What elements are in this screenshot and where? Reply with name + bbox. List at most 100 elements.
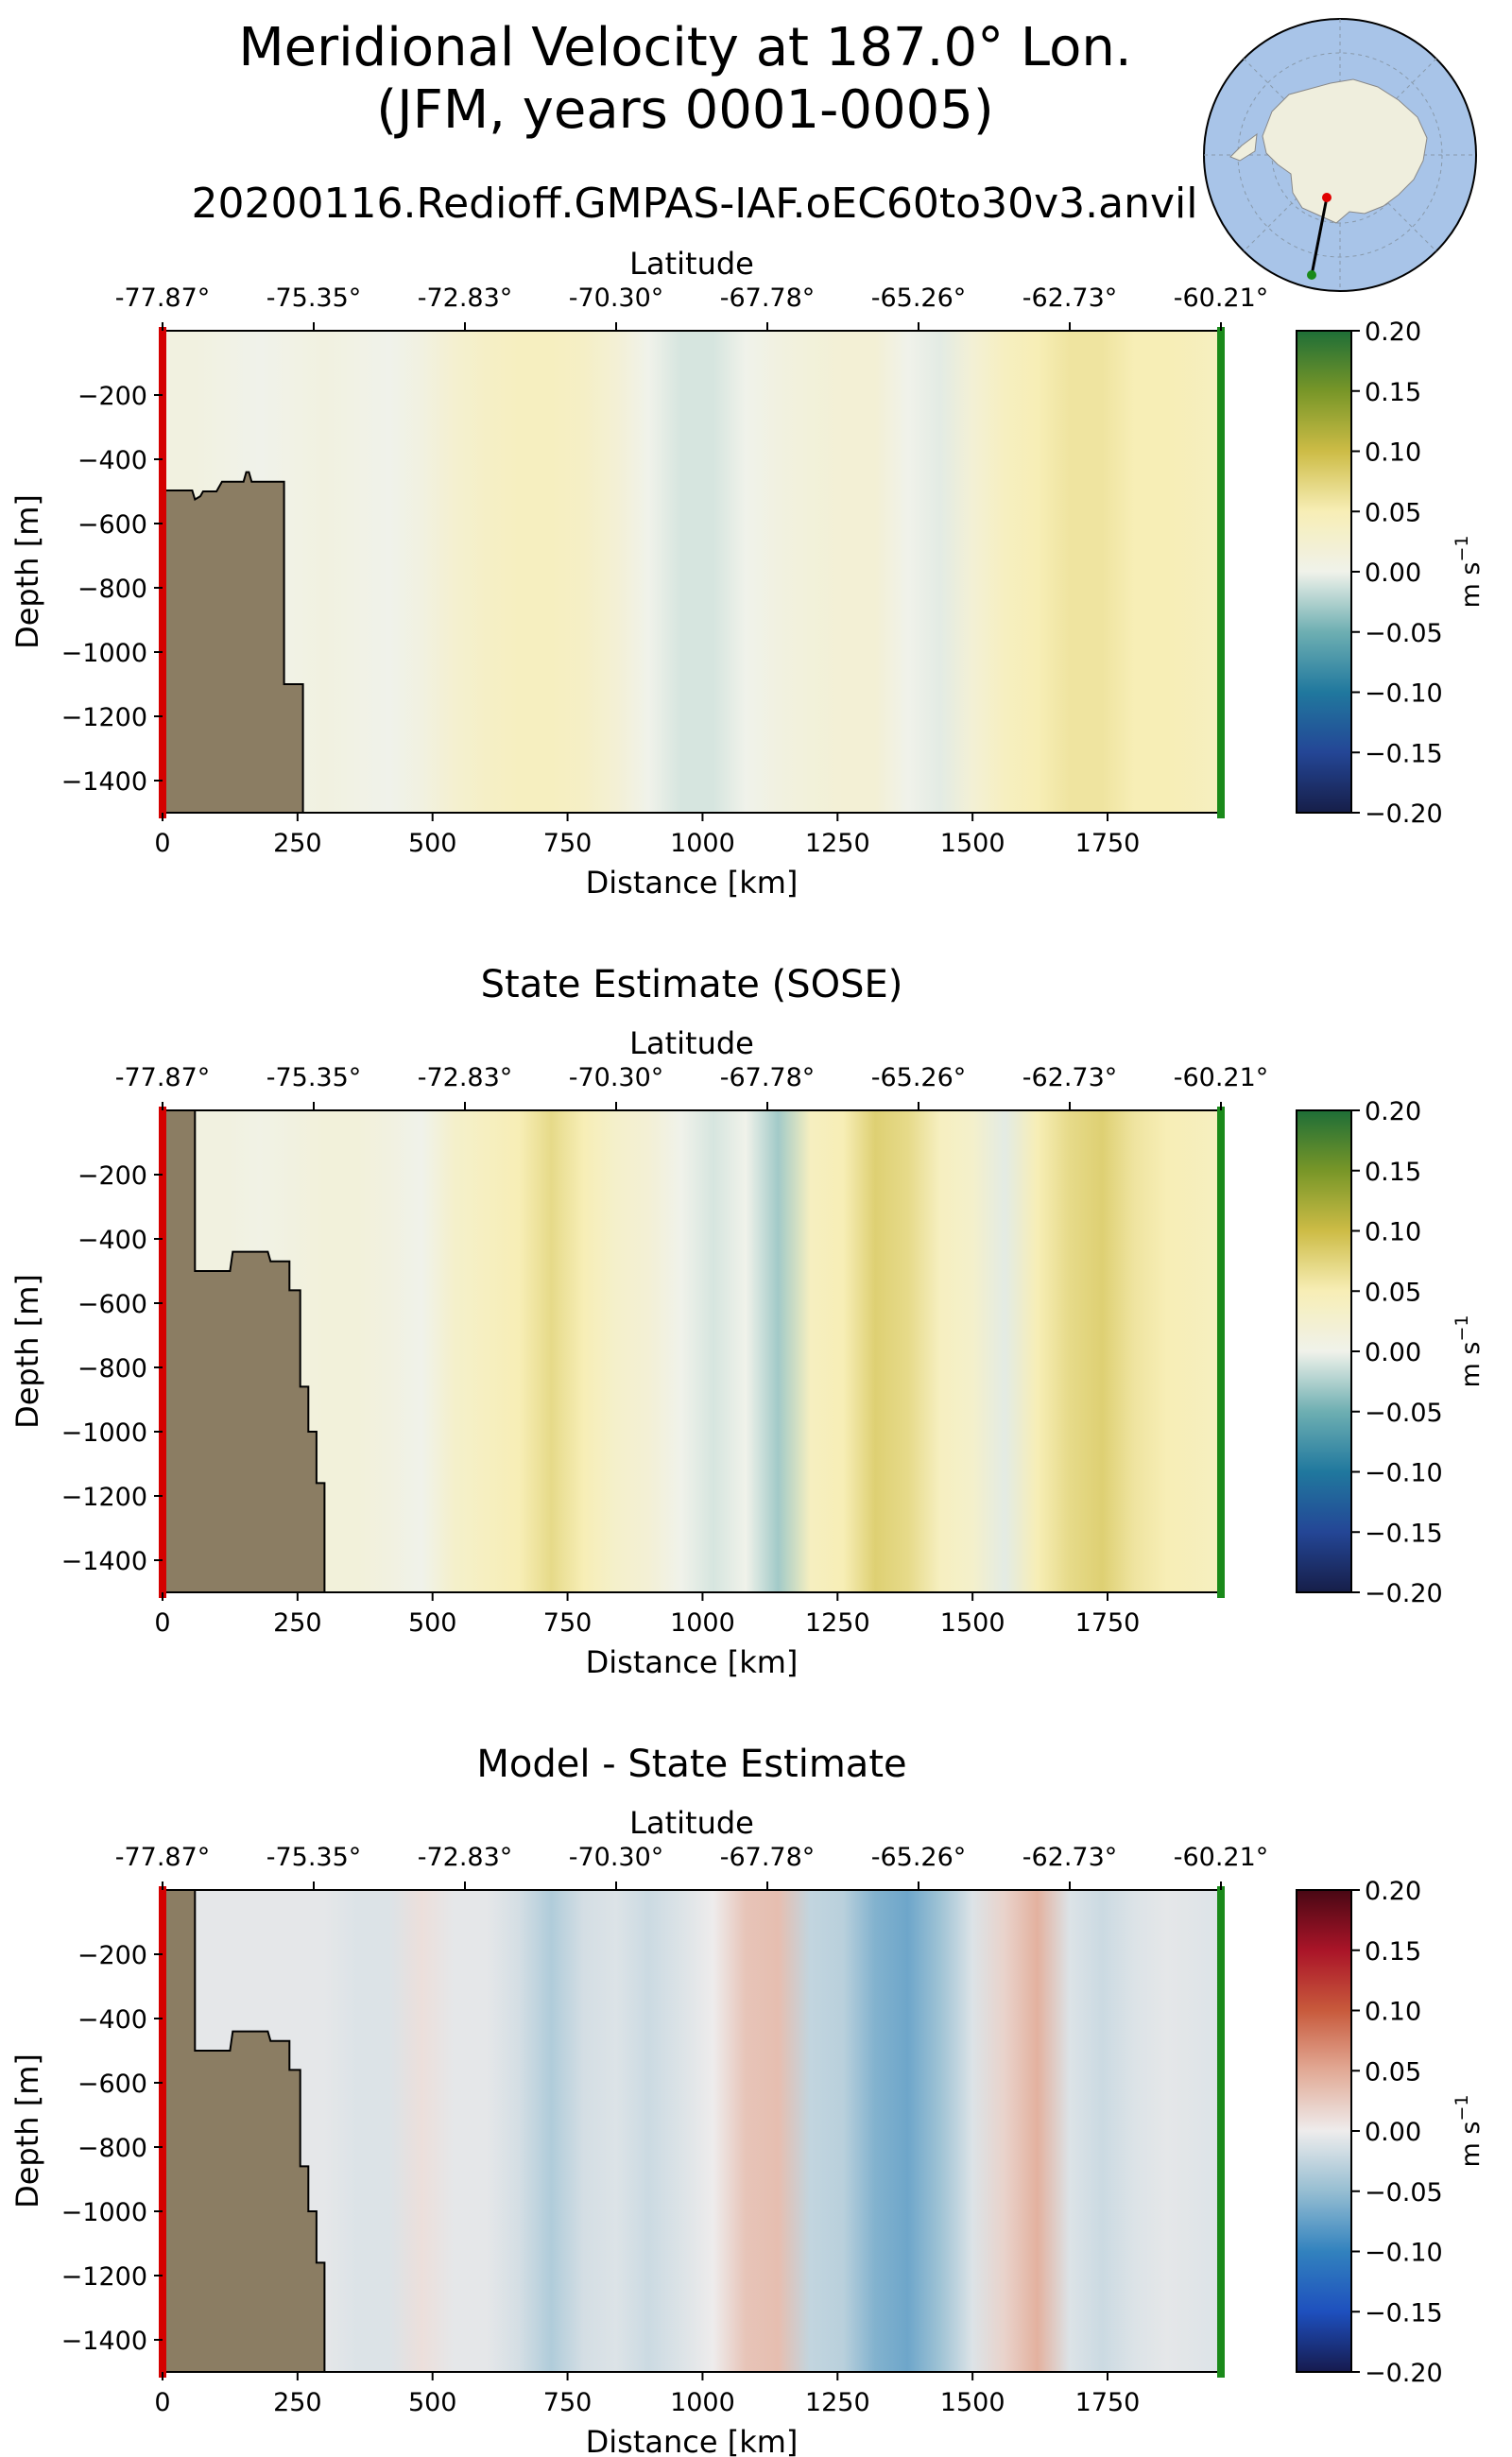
x-tick-label: 250 <box>273 829 322 858</box>
y-axis-label: Depth [m] <box>9 1274 45 1429</box>
velocity-field <box>163 1110 1221 1592</box>
colorbar-tick-label: −0.05 <box>1365 1399 1443 1428</box>
chart-panel-2: State Estimate (SOSE) 0 250 500 750 1000 1250 1… <box>9 963 1486 1680</box>
colorbar-tick-label: 0.00 <box>1365 558 1421 588</box>
x-tick-label: 750 <box>543 2388 593 2417</box>
colorbar-unit-label: m s−1 <box>1452 536 1486 609</box>
colorbar-tick-label: 0.10 <box>1365 438 1421 468</box>
y-axis-label: Depth [m] <box>9 494 45 649</box>
latitude-tick-label: -65.26° <box>871 284 967 313</box>
colorbar-tick-label: 0.15 <box>1365 378 1421 407</box>
latitude-tick-label: -60.21° <box>1174 284 1269 313</box>
x-tick-label: 1250 <box>805 829 870 858</box>
latitude-tick-label: -75.35° <box>266 1063 362 1092</box>
colorbar-unit-label: m s−1 <box>1452 1315 1486 1388</box>
x-tick-label: 0 <box>154 2388 170 2417</box>
velocity-field <box>163 1890 1221 2372</box>
latitude-tick-label: -77.87° <box>115 1063 211 1092</box>
latitude-tick-label: -70.30° <box>569 284 664 313</box>
latitude-tick-label: -62.73° <box>1022 1063 1118 1092</box>
colorbar-tick-label: −0.05 <box>1365 2178 1443 2208</box>
x-tick-label: 1000 <box>670 1608 735 1638</box>
y-tick-label: −1000 <box>61 1418 147 1448</box>
chart-panel-1: 0 250 500 750 1000 1250 1500 1750 Distance [km] -… <box>9 246 1486 901</box>
latitude-tick-label: -62.73° <box>1022 1843 1118 1872</box>
colorbar-tick-label: 0.20 <box>1365 1877 1421 1906</box>
colorbar-tick-label: 0.05 <box>1365 2057 1421 2087</box>
x-tick-label: 750 <box>543 829 593 858</box>
latitude-tick-label: -70.30° <box>569 1843 664 1872</box>
latitude-tick-label: -67.78° <box>720 1843 816 1872</box>
colorbar-tick-label: 0.00 <box>1365 2118 1421 2147</box>
colorbar-tick-label: −0.20 <box>1365 2359 1443 2388</box>
x-tick-label: 500 <box>408 2388 457 2417</box>
y-tick-label: −200 <box>77 382 147 411</box>
latitude-tick-label: -75.35° <box>266 284 362 313</box>
velocity-field <box>163 331 1221 813</box>
latitude-tick-label: -75.35° <box>266 1843 362 1872</box>
y-tick-label: −1200 <box>61 703 147 732</box>
y-tick-label: −800 <box>77 1354 147 1383</box>
transect-end-dot <box>1307 270 1316 280</box>
colorbar-tick-label: −0.10 <box>1365 2239 1443 2268</box>
colorbar <box>1296 1889 1352 2373</box>
x-tick-label: 1750 <box>1075 829 1141 858</box>
antarctic-locator-map <box>1203 18 1477 292</box>
x-tick-label: 1500 <box>940 1608 1005 1638</box>
colorbar-tick-label: 0.05 <box>1365 1278 1421 1307</box>
y-tick-label: −800 <box>77 2134 147 2163</box>
x-axis-label: Distance [km] <box>586 1644 799 1680</box>
transect-line <box>1310 197 1329 276</box>
x-tick-label: 1250 <box>805 1608 870 1638</box>
colorbar-tick-label: −0.05 <box>1365 619 1443 648</box>
x-tick-label: 250 <box>273 2388 322 2417</box>
bathymetry-land <box>162 1109 326 1593</box>
x-tick-label: 1250 <box>805 2388 870 2417</box>
colorbar-tick-label: 0.15 <box>1365 1158 1421 1187</box>
x-axis-label: Distance [km] <box>586 2424 799 2457</box>
x-tick-label: 1000 <box>670 829 735 858</box>
latitude-tick-label: -77.87° <box>115 284 211 313</box>
y-tick-label: −1200 <box>61 1483 147 1512</box>
colorbar-tick-label: −0.10 <box>1365 679 1443 709</box>
latitude-tick-label: -77.87° <box>115 1843 211 1872</box>
x-tick-label: 750 <box>543 1608 593 1638</box>
y-tick-label: −1400 <box>61 2327 147 2356</box>
y-tick-label: −200 <box>77 1161 147 1191</box>
x-tick-label: 1500 <box>940 2388 1005 2417</box>
x-tick-label: 0 <box>154 1608 170 1638</box>
antarctica-landmass <box>1262 78 1428 224</box>
transect-start-dot <box>1322 193 1332 202</box>
colorbar-tick-label: 0.15 <box>1365 1937 1421 1967</box>
colorbar-tick-label: −0.20 <box>1365 1579 1443 1608</box>
x-axis-label: Distance [km] <box>586 865 799 901</box>
latitude-tick-label: -65.26° <box>871 1843 967 1872</box>
chart-panel-3: Model - State Estimate 0 250 500 750 1000 1250… <box>9 1743 1486 2457</box>
colorbar-tick-label: 0.20 <box>1365 1097 1421 1126</box>
colorbar-tick-label: −0.15 <box>1365 1519 1443 1548</box>
y-tick-label: −600 <box>77 1290 147 1319</box>
latitude-tick-label: -62.73° <box>1022 284 1118 313</box>
run-name-subtitle: 20200116.Redioff.GMPAS-IAF.oEC60to30v3.a… <box>191 180 1198 228</box>
colorbar-tick-label: −0.20 <box>1365 799 1443 829</box>
y-tick-label: −400 <box>77 2005 147 2035</box>
latitude-tick-label: -67.78° <box>720 1063 816 1092</box>
x-tick-label: 1750 <box>1075 1608 1141 1638</box>
colorbar-tick-label: 0.10 <box>1365 1998 1421 2027</box>
y-tick-label: −400 <box>77 1226 147 1255</box>
colorbar-tick-label: −0.15 <box>1365 2298 1443 2328</box>
latitude-tick-label: -60.21° <box>1174 1843 1269 1872</box>
latitude-tick-label: -72.83° <box>418 1843 513 1872</box>
colorbar-tick-label: 0.10 <box>1365 1218 1421 1247</box>
latitude-tick-label: -67.78° <box>720 284 816 313</box>
figure-title-line-2: (JFM, years 0001-0005) <box>376 79 994 141</box>
y-tick-label: −1400 <box>61 767 147 797</box>
x-tick-label: 1500 <box>940 829 1005 858</box>
x-tick-label: 1750 <box>1075 2388 1141 2417</box>
latitude-tick-label: -70.30° <box>569 1063 664 1092</box>
y-tick-label: −1000 <box>61 2198 147 2227</box>
colorbar-tick-label: 0.20 <box>1365 318 1421 347</box>
latitude-axis-label: Latitude <box>629 1805 754 1841</box>
